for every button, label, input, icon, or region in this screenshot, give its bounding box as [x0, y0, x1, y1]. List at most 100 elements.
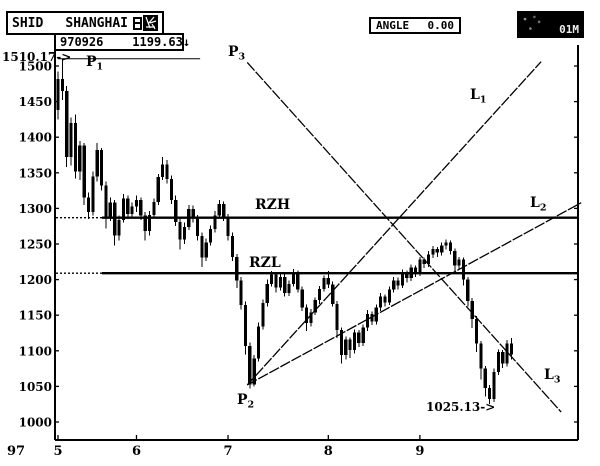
down-arrow-icon: ↓	[182, 35, 191, 49]
y-tick-label: 1000	[19, 416, 52, 430]
candle	[466, 276, 470, 307]
candle	[243, 301, 248, 355]
candle	[392, 276, 396, 293]
candle	[453, 248, 457, 272]
y-tick-label: 1250	[19, 238, 52, 252]
candle	[91, 171, 95, 216]
candle	[457, 256, 461, 269]
candle	[431, 246, 435, 259]
candle	[444, 239, 448, 250]
candle	[291, 268, 296, 287]
label-l2: L2	[530, 195, 546, 214]
candle	[370, 311, 374, 326]
y-tick-label: 1300	[19, 202, 52, 216]
angle-value: 0.00	[427, 19, 455, 32]
y-tick-label: 1350	[19, 166, 52, 180]
label-p1: P1	[86, 54, 103, 73]
quote-value-group: 1199.63↓	[103, 21, 190, 63]
candle	[152, 198, 156, 217]
symbol-name: SHANGHAI	[65, 15, 128, 31]
candle	[139, 197, 143, 220]
candle	[235, 253, 239, 289]
candle	[239, 276, 243, 310]
candle	[256, 322, 261, 362]
candle	[501, 350, 505, 368]
candle	[134, 195, 139, 212]
candle	[248, 342, 252, 389]
label-rzl: RZL	[249, 255, 281, 271]
candle	[365, 310, 370, 331]
period-line-badge-icon[interactable]	[143, 15, 158, 31]
y-axis-ticks: 1500 1450 1400 1350 1300 1250 1200 1150 1100 1050…	[19, 60, 578, 430]
candle	[287, 280, 291, 296]
candle	[130, 202, 134, 219]
candle	[361, 324, 365, 346]
y-tick-label: 1400	[19, 131, 52, 145]
month-label: 9	[415, 444, 424, 459]
candle	[73, 114, 78, 179]
candle	[335, 300, 339, 338]
candle	[60, 58, 64, 101]
candle	[126, 195, 130, 220]
angle-label: ANGLE	[376, 19, 410, 32]
candle	[65, 85, 69, 168]
month-label: 8	[324, 444, 333, 459]
candle	[230, 232, 234, 262]
candle	[213, 211, 217, 233]
candle	[261, 299, 265, 330]
candle	[217, 199, 221, 219]
candle	[435, 246, 439, 257]
brand-text: 01M	[559, 23, 579, 36]
candle	[169, 175, 173, 205]
candle	[331, 281, 335, 307]
candle	[309, 308, 313, 327]
label-rzh: RZH	[255, 197, 290, 213]
candle	[496, 349, 500, 376]
candle	[147, 211, 152, 236]
label-l3: L3	[544, 367, 560, 386]
y-tick-label: 1200	[19, 273, 52, 287]
candle	[69, 117, 73, 166]
candle	[182, 222, 187, 244]
candle	[200, 232, 204, 267]
candle	[265, 279, 269, 307]
label-l1: L1	[470, 87, 486, 106]
candle	[174, 195, 178, 227]
price-annotation: 1025.13->	[426, 400, 495, 414]
candle	[191, 205, 195, 223]
year-label: 97	[7, 444, 25, 459]
axes	[54, 35, 579, 441]
candle	[488, 384, 492, 405]
candle	[117, 215, 121, 241]
candle	[313, 297, 317, 316]
symbol-code: SHID	[12, 15, 44, 31]
period-day-glyph-icon	[133, 16, 142, 30]
trendline-p3-l3	[246, 62, 562, 413]
candle	[78, 140, 82, 180]
candle	[165, 159, 169, 184]
candle	[318, 286, 322, 304]
trendline-l1	[246, 61, 542, 386]
candle	[357, 330, 361, 348]
candle	[300, 286, 304, 311]
angle-readout-box: ANGLE 0.00	[369, 17, 461, 34]
y-tick-label: 1050	[19, 380, 52, 394]
candle	[348, 337, 352, 358]
month-label: 6	[132, 444, 141, 459]
month-label: 5	[53, 444, 62, 459]
candle	[413, 265, 418, 277]
candle	[204, 238, 208, 262]
candle	[352, 329, 357, 354]
candle	[209, 225, 213, 246]
candle	[178, 218, 182, 250]
quote-value: 1199.63	[132, 35, 183, 49]
brand-badge: 01M	[517, 11, 584, 38]
quote-box: 970926 1199.63↓	[54, 33, 190, 51]
candle	[387, 286, 391, 306]
candle	[440, 242, 444, 256]
month-label: 7	[224, 444, 233, 459]
candle	[113, 199, 117, 246]
candle	[505, 340, 509, 367]
candle	[156, 174, 160, 205]
